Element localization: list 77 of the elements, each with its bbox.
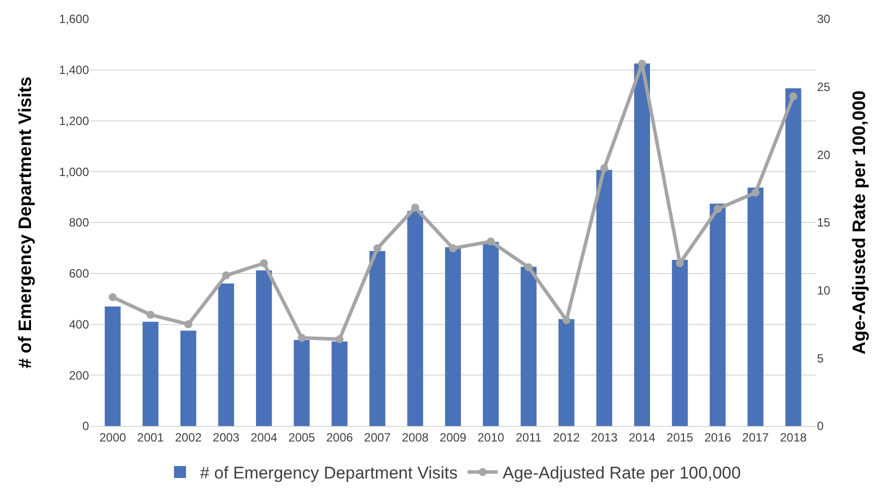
x-tick-label: 2000 [99, 430, 126, 444]
point [411, 204, 420, 212]
bar [634, 64, 650, 426]
y2-tick-label: 0 [817, 419, 824, 434]
bar [710, 204, 726, 426]
y-tick-label: 0 [82, 419, 90, 434]
point [714, 204, 722, 213]
y2-tick-label: 20 [817, 148, 831, 162]
point [146, 310, 154, 319]
point [222, 271, 230, 280]
y2-tick-label: 25 [817, 80, 831, 94]
bar [407, 211, 424, 426]
point [486, 237, 495, 246]
point [600, 164, 608, 172]
bar [748, 188, 764, 426]
x-tick-label: 2009 [440, 430, 467, 444]
y-tick-label: 400 [68, 317, 90, 332]
bar [445, 247, 461, 426]
x-tick-label: 2003 [212, 430, 240, 444]
bar [482, 242, 499, 426]
y2-tick-label: 5 [817, 351, 824, 366]
point [336, 335, 344, 344]
point [638, 60, 646, 68]
y-tick-label: 600 [68, 266, 90, 281]
bar [520, 266, 537, 426]
bar [672, 260, 688, 426]
bar [785, 88, 802, 426]
x-tick-label: 2004 [250, 430, 278, 444]
point [562, 316, 570, 324]
x-tick-label: 2018 [780, 430, 807, 444]
point [260, 259, 268, 268]
y-tick-label: 1,600 [58, 12, 90, 26]
y2-tick-label: 15 [817, 216, 831, 230]
bar [142, 322, 158, 426]
bar [256, 270, 272, 426]
y-tick-label: 1,400 [58, 63, 90, 78]
x-tick-label: 2016 [704, 430, 732, 444]
point [449, 244, 457, 252]
y2-tick-label: 10 [817, 284, 831, 298]
x-tick-label: 2005 [288, 430, 316, 444]
bar [218, 284, 234, 426]
x-tick-label: 2008 [402, 430, 429, 444]
bar [332, 342, 348, 426]
y2-tick-label: 30 [817, 12, 831, 26]
x-tick-label: 2001 [137, 430, 164, 444]
y-tick-label: 1,000 [58, 164, 90, 179]
x-tick-label: 2007 [364, 430, 392, 444]
x-tick-label: 2013 [590, 430, 618, 444]
y-tick-label: 1,200 [58, 114, 90, 128]
y-axis-title: # of Emergency Department Visits [15, 76, 36, 368]
x-tick-label: 2011 [516, 430, 542, 444]
point [752, 188, 760, 197]
x-tick-label: 2014 [628, 430, 656, 444]
point [789, 92, 798, 100]
x-tick-label: 2010 [477, 430, 504, 444]
y-tick-label: 200 [68, 368, 90, 382]
bar [558, 319, 574, 426]
x-tick-label: 2006 [326, 430, 354, 444]
x-tick-label: 2002 [174, 430, 202, 444]
point [524, 263, 533, 272]
point [676, 259, 684, 268]
bar [294, 340, 310, 426]
y-tick-label: 800 [68, 216, 90, 230]
legend-label: Age-Adjusted Rate per 100,000 [502, 464, 741, 483]
bar [104, 306, 121, 426]
bar [180, 330, 196, 426]
bar [596, 170, 612, 426]
x-tick-label: 2012 [553, 430, 580, 444]
point [298, 334, 306, 342]
x-tick-label: 2015 [666, 430, 694, 444]
x-tick-label: 2017 [742, 430, 770, 444]
bar [369, 250, 386, 426]
point [108, 293, 117, 302]
legend-label: # of Emergency Department Visits [200, 464, 458, 483]
y2-axis-title: Age-Adjusted Rate per 100,000 [848, 90, 869, 355]
point [184, 320, 192, 328]
point [373, 244, 382, 252]
